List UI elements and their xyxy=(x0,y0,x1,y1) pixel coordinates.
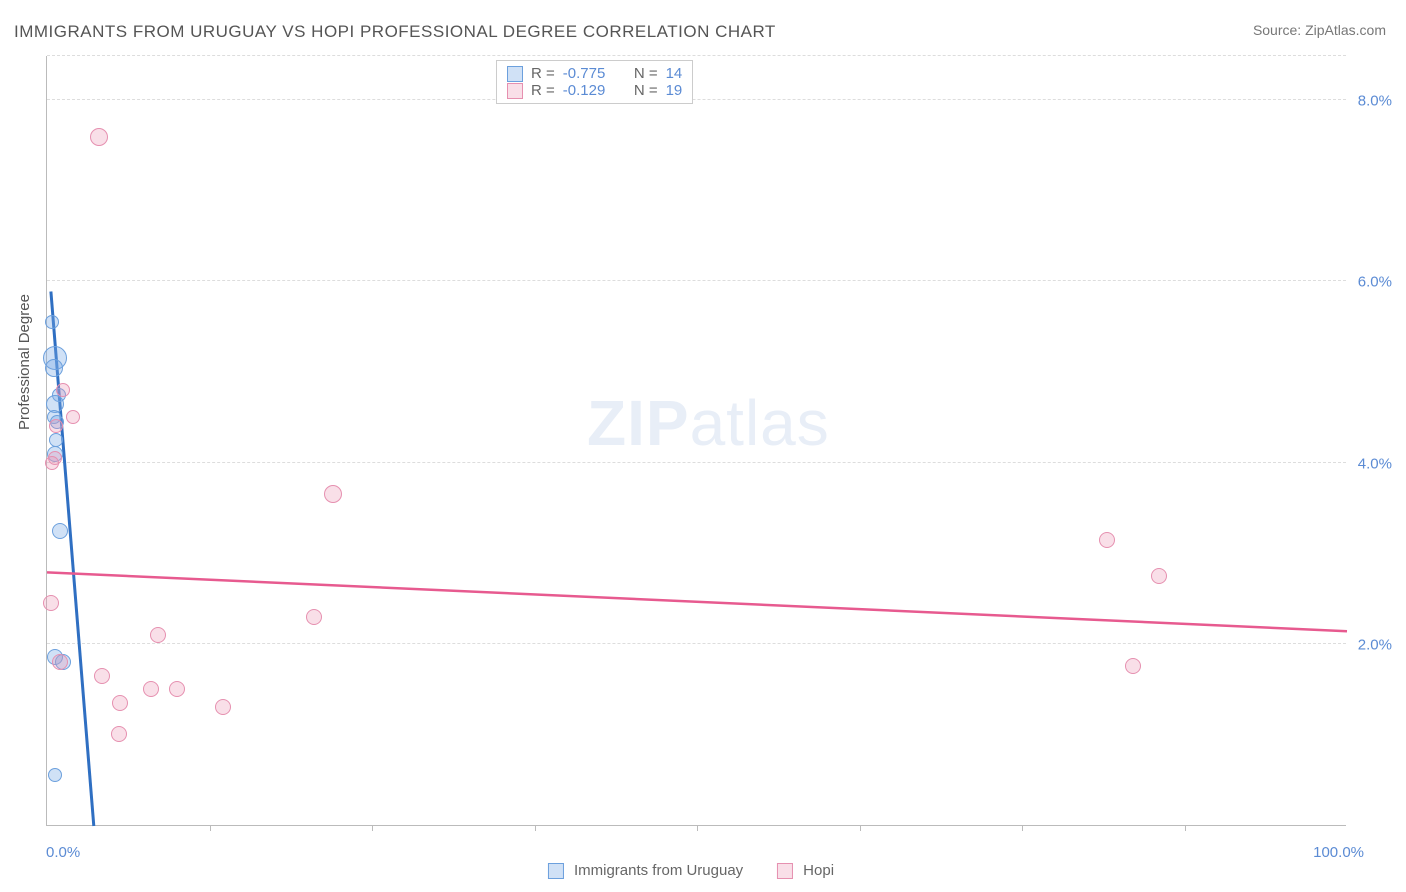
scatter-point xyxy=(215,699,231,715)
scatter-point xyxy=(43,595,59,611)
correlation-legend: R = -0.775 N = 14R = -0.129 N = 19 xyxy=(496,60,693,104)
scatter-point xyxy=(52,523,68,539)
scatter-point xyxy=(52,654,68,670)
chart-title: IMMIGRANTS FROM URUGUAY VS HOPI PROFESSI… xyxy=(14,22,776,42)
legend-series-name: Hopi xyxy=(803,862,834,879)
source-credit: Source: ZipAtlas.com xyxy=(1253,22,1386,38)
scatter-point xyxy=(45,315,59,329)
scatter-point xyxy=(45,456,59,470)
scatter-point xyxy=(306,609,322,625)
x-axis-tick-min: 0.0% xyxy=(46,844,80,861)
scatter-point xyxy=(56,383,70,397)
scatter-point xyxy=(111,726,127,742)
legend-swatch xyxy=(777,863,793,879)
scatter-point xyxy=(1151,568,1167,584)
chart-plot-area: ZIPatlas xyxy=(46,56,1346,826)
scatter-point xyxy=(324,485,342,503)
scatter-point xyxy=(143,681,159,697)
y-axis-tick: 6.0% xyxy=(1358,274,1392,291)
scatter-point xyxy=(112,695,128,711)
scatter-point xyxy=(1125,658,1141,674)
scatter-point xyxy=(90,128,108,146)
y-axis-tick: 8.0% xyxy=(1358,93,1392,110)
scatter-point xyxy=(45,359,63,377)
regression-lines xyxy=(47,56,1347,826)
legend-swatch xyxy=(507,83,523,99)
scatter-point xyxy=(49,419,63,433)
scatter-point xyxy=(48,768,62,782)
scatter-point xyxy=(169,681,185,697)
scatter-point xyxy=(1099,532,1115,548)
legend-correlation-row: R = -0.129 N = 19 xyxy=(507,82,682,99)
legend-series-name: Immigrants from Uruguay xyxy=(574,862,743,879)
y-axis-tick: 4.0% xyxy=(1358,455,1392,472)
legend-swatch xyxy=(507,66,523,82)
scatter-point xyxy=(66,410,80,424)
legend-correlation-row: R = -0.775 N = 14 xyxy=(507,65,682,82)
x-axis-tick-max: 100.0% xyxy=(1313,844,1364,861)
series-legend: Immigrants from Uruguay Hopi xyxy=(548,862,858,879)
scatter-point xyxy=(150,627,166,643)
legend-swatch xyxy=(548,863,564,879)
y-axis-tick: 2.0% xyxy=(1358,636,1392,653)
y-axis-label: Professional Degree xyxy=(16,294,33,430)
scatter-point xyxy=(94,668,110,684)
